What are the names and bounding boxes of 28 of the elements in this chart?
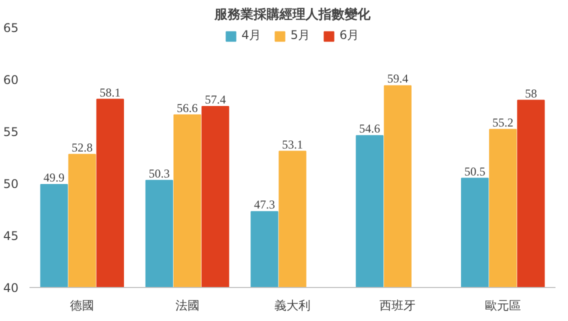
data-label: 55.2 [492, 115, 514, 130]
data-label: 58.1 [100, 85, 121, 100]
y-tick-label: 65 [3, 21, 19, 35]
y-tick-label: 45 [3, 229, 19, 243]
chart-title: 服務業採購經理人指數變化 [214, 6, 372, 22]
y-tick-label: 55 [3, 125, 19, 139]
data-label: 59.4 [387, 72, 408, 86]
data-label: 52.8 [72, 140, 93, 154]
data-label: 49.9 [44, 170, 65, 185]
data-label: 50.3 [148, 166, 170, 180]
y-tick-label: 60 [3, 73, 19, 87]
data-label: 57.4 [204, 92, 226, 107]
data-label: 47.3 [254, 198, 275, 212]
y-tick-label: 40 [3, 281, 19, 295]
x-tick-label: 德國 [70, 298, 94, 312]
data-label: 53.1 [282, 137, 303, 152]
y-tick-label: 50 [3, 177, 19, 191]
x-tick-label: 法國 [175, 298, 200, 312]
x-tick-label: 西班牙 [380, 298, 416, 312]
data-label: 58 [524, 86, 537, 100]
legend-label: 4月 [242, 27, 262, 44]
x-tick-label: 歐元區 [484, 298, 521, 312]
data-label: 54.6 [359, 122, 380, 136]
legend-label: 5月 [290, 27, 310, 44]
data-label: 50.5 [464, 164, 486, 178]
data-label: 56.6 [176, 100, 198, 115]
legend-label: 6月 [340, 27, 360, 44]
x-tick-label: 義大利 [274, 298, 310, 312]
